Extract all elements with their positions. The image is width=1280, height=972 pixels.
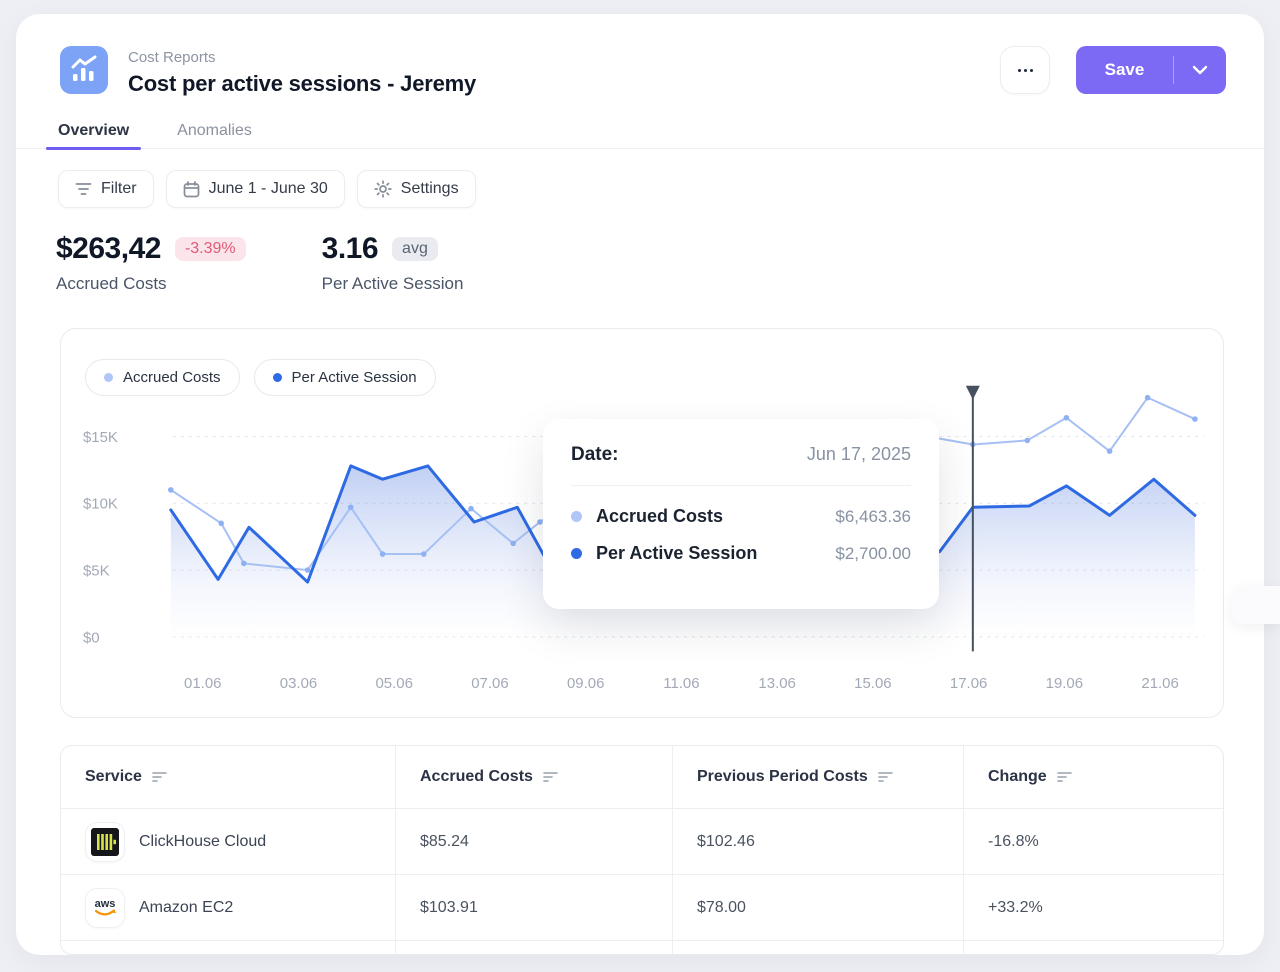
date-range-button[interactable]: June 1 - June 30 [165, 170, 345, 208]
svg-text:19.06: 19.06 [1046, 675, 1083, 692]
services-table: Service Accrued Costs Previous Period Co… [60, 745, 1224, 955]
legend-dot-dark [272, 373, 282, 382]
sort-icon [543, 772, 558, 782]
chart-card: $15K $10K $5K $0 01.06 03.06 05.06 07.06 09.06 11… [60, 328, 1224, 718]
previous-period-cell: $78.00 [673, 875, 964, 940]
tooltip-row-accrued: Accrued Costs $6,463.36 [571, 506, 911, 527]
legend-label: Accrued Costs [123, 369, 221, 386]
accrued-costs-cell: $103.91 [396, 875, 673, 940]
svg-text:aws: aws [95, 898, 116, 910]
sort-icon [152, 772, 167, 782]
legend-dot-light [104, 373, 113, 382]
svg-text:03.06: 03.06 [280, 675, 317, 692]
save-dropdown-button[interactable] [1174, 46, 1226, 94]
settings-label: Settings [400, 180, 459, 197]
divider [1173, 56, 1174, 84]
chart-glyph-icon [71, 55, 97, 81]
filter-label: Filter [101, 180, 137, 197]
chart-legend: Accrued Costs Per Active Session [85, 359, 436, 396]
divider [571, 485, 911, 486]
column-header-previous-period-costs[interactable]: Previous Period Costs [673, 746, 964, 808]
metric-label: Per Active Session [321, 274, 464, 293]
main-card: Cost Reports Cost per active sessions - … [16, 14, 1264, 955]
table-header-row: Service Accrued Costs Previous Period Co… [61, 746, 1223, 809]
svg-text:$5K: $5K [83, 563, 110, 580]
avg-badge: avg [392, 237, 438, 261]
metric-per-active-session: 3.16 avg Per Active Session [322, 232, 464, 294]
breadcrumb: Cost Reports [128, 49, 216, 66]
clickhouse-logo-icon [85, 821, 125, 862]
chart-tooltip: Date: Jun 17, 2025 Accrued Costs $6,463.… [543, 419, 939, 609]
svg-text:05.06: 05.06 [375, 675, 412, 692]
cost-report-icon [60, 46, 108, 94]
legend-label: Per Active Session [291, 369, 417, 386]
column-header-service[interactable]: Service [61, 746, 396, 808]
tooltip-series-label: Per Active Session [596, 543, 758, 563]
svg-text:$0: $0 [83, 629, 100, 646]
tab-bar: Overview Anomalies [16, 113, 1264, 150]
svg-text:13.06: 13.06 [758, 675, 795, 692]
svg-text:09.06: 09.06 [567, 675, 604, 692]
accrued-costs-cell: $85.24 [396, 809, 673, 874]
save-split-button[interactable]: Save [1076, 46, 1226, 94]
more-options-button[interactable] [1000, 46, 1050, 94]
change-cell: -16.8% [988, 832, 1039, 850]
metric-value: $263,42 [56, 232, 161, 265]
legend-accrued-costs[interactable]: Accrued Costs [85, 359, 240, 396]
background-peek-card [1232, 586, 1280, 624]
save-button[interactable]: Save [1104, 60, 1145, 79]
sort-icon [877, 772, 893, 782]
filter-button[interactable]: Filter [58, 170, 154, 208]
metric-accrued-costs: $263,42 -3.39% Accrued Costs [56, 232, 246, 294]
gear-icon [374, 180, 392, 198]
aws-logo-icon: aws [85, 887, 125, 928]
chevron-down-icon [1192, 65, 1208, 75]
svg-text:01.06: 01.06 [184, 675, 221, 692]
tab-anomalies[interactable]: Anomalies [177, 121, 252, 139]
column-header-change[interactable]: Change [964, 746, 1223, 808]
tooltip-series-label: Accrued Costs [596, 506, 724, 526]
ellipsis-icon [1017, 68, 1021, 72]
change-badge: -3.39% [174, 237, 246, 261]
legend-per-active-session[interactable]: Per Active Session [253, 359, 436, 396]
service-cell: ClickHouse Cloud [61, 809, 396, 874]
svg-text:$15K: $15K [83, 429, 118, 446]
svg-text:15.06: 15.06 [854, 675, 891, 692]
svg-text:17.06: 17.06 [950, 675, 987, 692]
svg-text:11.06: 11.06 [663, 675, 699, 692]
change-cell: +33.2% [988, 898, 1043, 916]
tooltip-series-value: $2,700.00 [835, 543, 911, 563]
metric-label: Accrued Costs [56, 274, 167, 293]
sort-icon [1056, 772, 1072, 782]
previous-period-cell: $102.46 [673, 809, 964, 874]
table-row[interactable]: aws Amazon EC2 $103.91 $78.00 +33.2% [61, 875, 1223, 941]
calendar-icon [183, 180, 199, 197]
svg-text:$10K: $10K [83, 496, 118, 513]
metric-value: 3.16 [321, 232, 379, 265]
filter-lines-icon [75, 183, 92, 195]
service-name: Amazon EC2 [139, 898, 234, 916]
table-row[interactable]: ClickHouse Cloud $85.24 $102.46 -16.8% [61, 809, 1223, 875]
service-cell: aws Amazon EC2 [61, 875, 396, 940]
metrics-row: $263,42 -3.39% Accrued Costs 3.16 avg Pe… [56, 232, 463, 294]
tooltip-series-value: $6,463.36 [835, 506, 911, 526]
settings-button[interactable]: Settings [356, 170, 476, 208]
series-dot-dark [571, 548, 582, 559]
date-range-label: June 1 - June 30 [208, 180, 328, 197]
series-dot-light [571, 511, 582, 522]
svg-text:07.06: 07.06 [471, 675, 508, 692]
filter-row: Filter June 1 - June 30 Settings [58, 170, 476, 208]
service-name: ClickHouse Cloud [139, 832, 267, 850]
table-row-partial [61, 941, 1223, 954]
tooltip-date-value: Jun 17, 2025 [806, 444, 911, 464]
tooltip-date-label: Date: [571, 444, 619, 465]
tooltip-row-per-active: Per Active Session $2,700.00 [571, 543, 911, 564]
tab-overview[interactable]: Overview [46, 113, 142, 150]
svg-text:21.06: 21.06 [1141, 675, 1178, 692]
page-title: Cost per active sessions - Jeremy [128, 71, 477, 96]
column-header-accrued-costs[interactable]: Accrued Costs [396, 746, 673, 808]
